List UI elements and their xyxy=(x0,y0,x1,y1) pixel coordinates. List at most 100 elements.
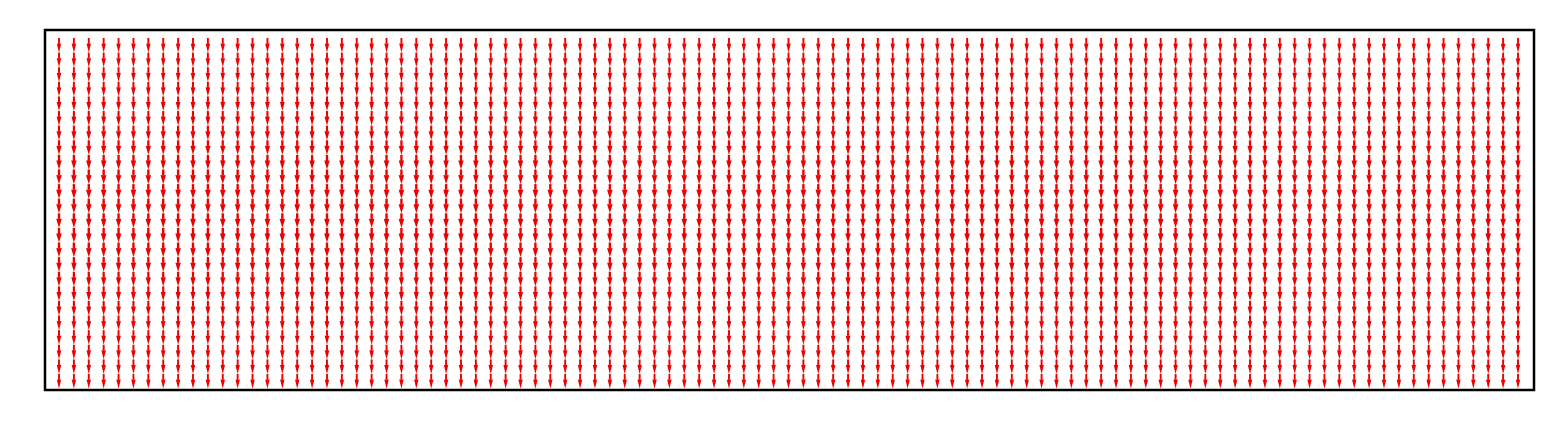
vector-arrow xyxy=(264,154,271,170)
vector-arrow xyxy=(1128,344,1134,360)
vector-arrow xyxy=(681,315,687,331)
vector-arrow xyxy=(399,38,404,53)
vector-arrow xyxy=(86,315,92,331)
vector-arrow xyxy=(845,67,851,82)
vector-arrow xyxy=(1009,344,1015,360)
vector-arrow xyxy=(920,111,925,126)
vector-arrow xyxy=(1336,227,1343,243)
vector-arrow xyxy=(369,38,374,53)
vector-arrow xyxy=(652,330,657,345)
vector-arrow xyxy=(86,242,92,258)
vector-arrow xyxy=(294,227,300,243)
vector-arrow xyxy=(592,198,598,214)
vector-arrow xyxy=(770,140,777,155)
vector-arrow xyxy=(473,374,479,389)
vector-arrow xyxy=(1247,125,1253,141)
vector-arrow xyxy=(518,38,523,53)
vector-arrow xyxy=(56,111,62,126)
vector-arrow xyxy=(830,242,836,258)
vector-arrow xyxy=(398,169,405,185)
vector-arrow xyxy=(1515,67,1521,82)
vector-arrow xyxy=(1515,227,1521,243)
vector-arrow xyxy=(830,315,836,331)
vector-arrow xyxy=(1098,169,1104,185)
vector-arrow xyxy=(1336,242,1343,258)
vector-arrow xyxy=(696,52,702,68)
vector-arrow xyxy=(1455,257,1462,272)
vector-arrow xyxy=(533,67,538,82)
vector-arrow xyxy=(1262,38,1268,53)
vector-arrow xyxy=(1426,140,1432,155)
vector-arrow xyxy=(384,330,389,345)
vector-arrow xyxy=(1053,271,1060,287)
vector-arrow xyxy=(607,300,613,316)
vector-arrow xyxy=(1306,227,1313,243)
vector-arrow xyxy=(1381,140,1387,155)
vector-arrow xyxy=(547,81,553,97)
vector-arrow xyxy=(711,184,717,199)
vector-arrow xyxy=(1158,38,1163,53)
vector-arrow xyxy=(979,67,985,82)
vector-arrow xyxy=(1202,213,1209,228)
vector-arrow xyxy=(219,242,226,258)
vector-arrow xyxy=(1202,271,1208,287)
vector-arrow xyxy=(1470,169,1477,185)
vector-arrow xyxy=(1128,140,1134,155)
vector-arrow xyxy=(532,140,539,155)
vector-arrow xyxy=(1098,344,1104,360)
vector-arrow xyxy=(250,38,255,53)
vector-arrow xyxy=(1143,198,1149,214)
vector-arrow xyxy=(786,111,791,126)
vector-arrow xyxy=(667,96,672,112)
vector-arrow xyxy=(562,315,568,331)
vector-arrow xyxy=(904,169,911,185)
vector-arrow xyxy=(816,52,821,68)
vector-arrow xyxy=(667,374,672,389)
vector-arrow xyxy=(711,227,717,243)
vector-arrow xyxy=(146,374,151,389)
vector-arrow xyxy=(1411,67,1417,82)
vector-arrow xyxy=(890,81,896,97)
vector-arrow xyxy=(1426,125,1432,141)
vector-arrow xyxy=(1069,315,1074,331)
vector-arrow xyxy=(116,96,121,112)
vector-arrow xyxy=(115,140,122,155)
vector-arrow xyxy=(56,242,62,258)
vector-arrow xyxy=(1396,111,1402,126)
vector-arrow xyxy=(1306,169,1313,185)
vector-arrow xyxy=(741,374,747,389)
vector-arrow xyxy=(1336,154,1343,170)
vector-arrow xyxy=(294,154,300,170)
vector-arrow xyxy=(413,125,419,141)
vector-arrow xyxy=(1128,242,1134,258)
vector-arrow xyxy=(785,125,792,141)
vector-arrow xyxy=(860,227,866,243)
vector-arrow xyxy=(815,330,821,345)
vector-arrow xyxy=(949,81,955,97)
vector-arrow xyxy=(667,67,672,82)
vector-arrow xyxy=(1113,81,1119,97)
vector-arrow xyxy=(1083,154,1089,170)
vector-arrow xyxy=(324,38,330,53)
vector-arrow xyxy=(369,271,375,287)
vector-arrow xyxy=(1262,344,1268,360)
vector-arrow xyxy=(264,125,270,141)
vector-arrow xyxy=(1113,227,1119,243)
vector-arrow xyxy=(368,169,375,185)
vector-arrow xyxy=(71,81,77,97)
vector-arrow xyxy=(175,286,181,301)
vector-arrow xyxy=(1515,359,1521,374)
vector-arrow xyxy=(369,330,374,345)
vector-arrow xyxy=(622,52,627,68)
vector-arrow xyxy=(428,257,434,272)
vector-arrow xyxy=(1336,169,1343,185)
vector-arrow xyxy=(696,330,702,345)
vector-arrow xyxy=(1083,96,1089,112)
vector-arrow xyxy=(250,300,255,316)
vector-arrow xyxy=(651,198,658,214)
vector-arrow xyxy=(577,315,583,331)
vector-arrow xyxy=(696,315,702,331)
vector-arrow xyxy=(175,213,181,228)
vector-arrow xyxy=(934,271,940,287)
vector-arrow xyxy=(1143,52,1149,68)
